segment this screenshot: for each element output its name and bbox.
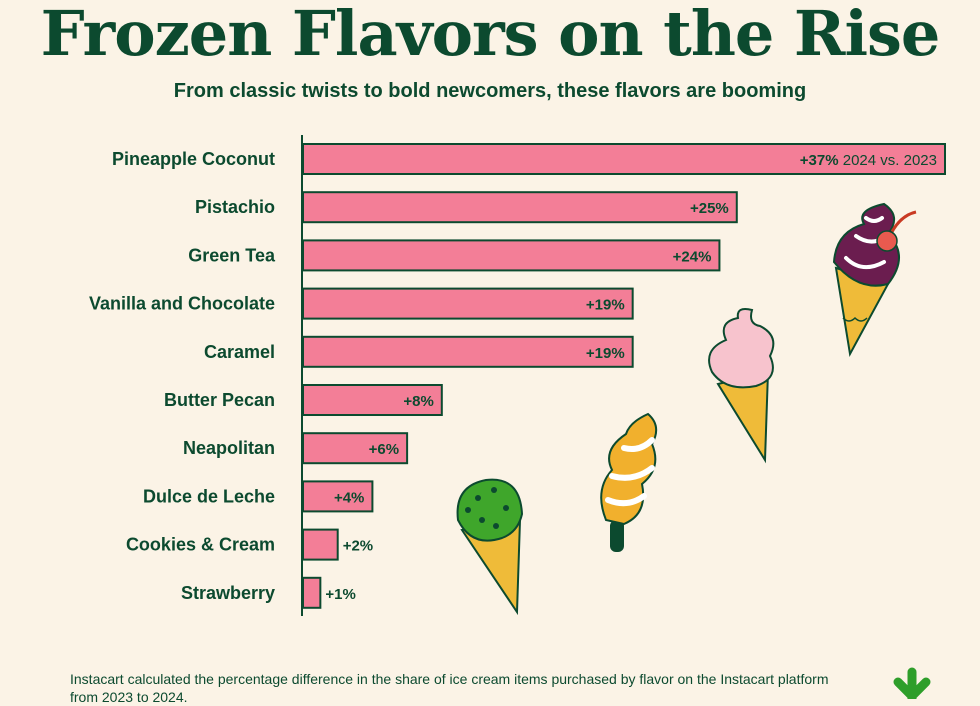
bars-group: Pineapple Coconut +37% 2024 vs. 2023 Pista… — [89, 143, 946, 609]
footnote: Instacart calculated the percentage diff… — [70, 671, 829, 705]
category-label: Neapolitan — [183, 438, 275, 458]
bar — [302, 384, 443, 416]
category-label: Pistachio — [195, 197, 275, 217]
chart-subtitle: From classic twists to bold newcomers, t… — [173, 80, 807, 102]
category-label: Vanilla and Chocolate — [89, 294, 275, 314]
category-label: Caramel — [204, 342, 275, 362]
comparison-note: 2024 vs. 2023 — [843, 152, 937, 169]
category-label: Pineapple Coconut — [112, 149, 275, 169]
data-label: +19% — [586, 297, 625, 314]
category-label: Cookies & Cream — [126, 535, 275, 555]
bar — [302, 576, 322, 609]
category-label: Strawberry — [181, 583, 275, 603]
data-label: +37% 2024 vs. 2023 — [800, 152, 937, 169]
data-label: +2% — [343, 538, 373, 555]
data-label: +8% — [403, 393, 433, 410]
bar — [302, 335, 634, 368]
data-label: +1% — [325, 586, 355, 603]
swirl-popsicle-icon — [600, 412, 658, 552]
data-label: +4% — [334, 489, 364, 506]
bar — [302, 528, 339, 561]
carrot-logo-icon — [893, 667, 931, 699]
category-label: Butter Pecan — [164, 390, 275, 410]
category-label: Green Tea — [188, 245, 276, 265]
pink-soft-serve-icon — [708, 308, 775, 464]
bar — [302, 143, 946, 175]
category-label: Dulce de Leche — [143, 486, 275, 506]
data-label: +6% — [369, 441, 399, 458]
bar — [302, 287, 634, 320]
data-label: +25% — [690, 200, 729, 217]
bar — [302, 432, 409, 465]
bar — [302, 191, 738, 224]
chart-title: Frozen Flavors on the Rise — [40, 0, 941, 70]
mint-chip-cone-icon — [456, 478, 524, 616]
data-label: +19% — [586, 345, 625, 362]
purple-swirl-cone-icon — [832, 202, 917, 358]
bar — [302, 239, 721, 272]
data-label: +24% — [673, 248, 712, 265]
bar — [302, 480, 374, 513]
